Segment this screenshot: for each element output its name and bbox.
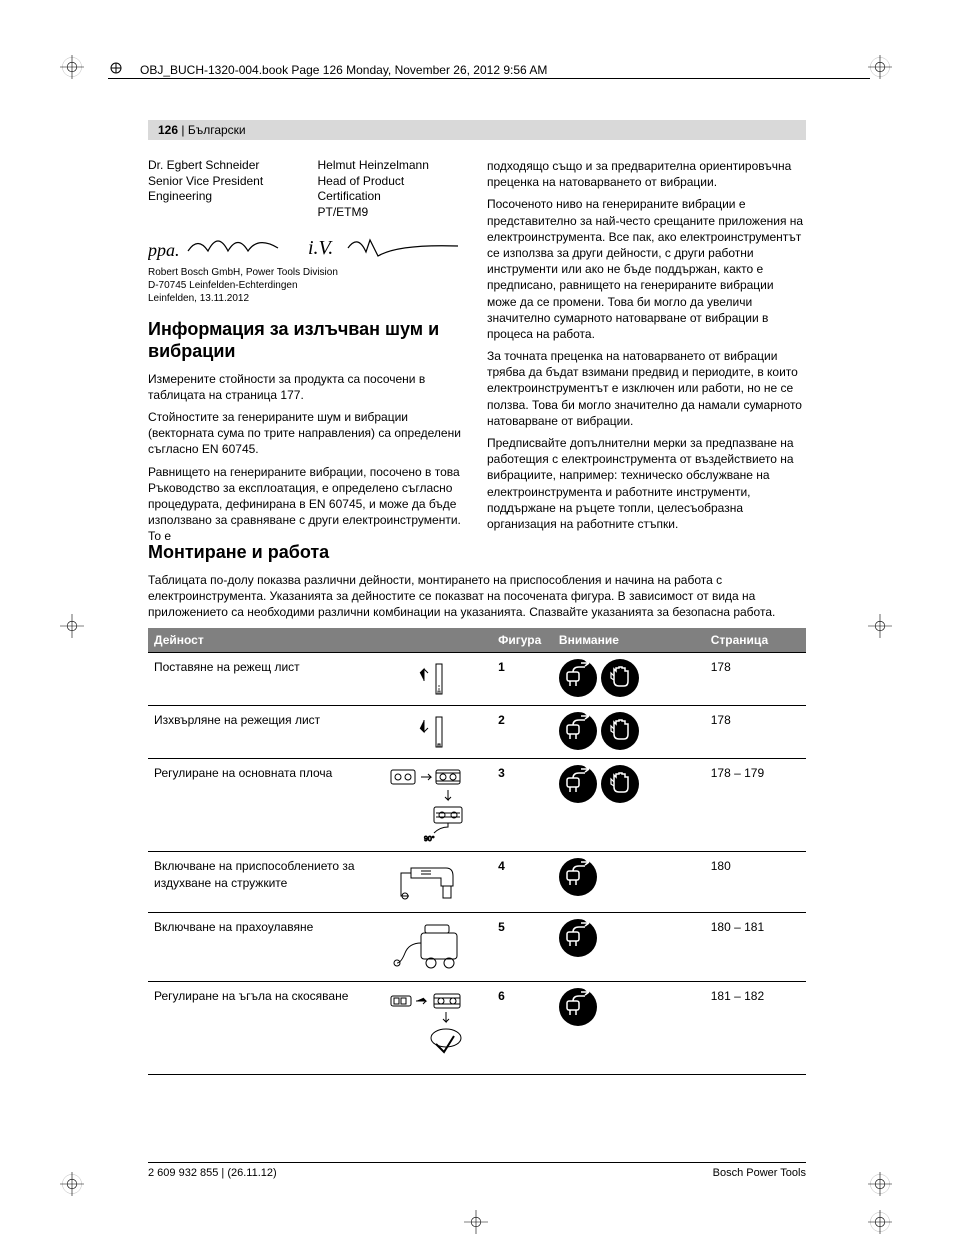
crop-mark-tr <box>868 55 892 79</box>
activities-table: Дейност Фигура Внимание Страница Поставя… <box>148 628 806 1075</box>
company-line3: Leinfelden, 13.11.2012 <box>148 292 467 305</box>
crop-mark-mr <box>868 614 892 638</box>
company-line1: Robert Bosch GmbH, Power Tools Division <box>148 266 467 279</box>
page-corner-icon <box>108 60 134 76</box>
th-activity: Дейност <box>148 628 492 653</box>
unplug-icon <box>559 765 597 803</box>
rcol-p2: Посоченото ниво на генерираните вибрации… <box>487 196 806 342</box>
section2-intro: Таблицата по-долу показва различни дейно… <box>148 572 806 621</box>
page-header-bar: 126 | Български <box>148 120 806 140</box>
figure-cell: 3 <box>492 759 553 852</box>
page-footer: 2 609 932 855 | (26.11.12) Bosch Power T… <box>148 1162 806 1179</box>
attention-cell <box>553 706 705 759</box>
sig-left-name: Dr. Egbert Schneider <box>148 158 298 174</box>
svg-text:90°: 90° <box>424 835 435 843</box>
activity-illustration <box>376 919 486 975</box>
crop-mark-tl <box>60 55 84 79</box>
activity-text: Поставяне на режещ лист <box>154 659 370 675</box>
signatory-right: Helmut Heinzelmann Head of Product Certi… <box>318 158 468 220</box>
page-cell: 180 – 181 <box>705 913 806 982</box>
table-row: Включване на приспособлението за издухва… <box>148 852 806 913</box>
attention-cell <box>553 982 705 1075</box>
document-header: OBJ_BUCH-1320-004.book Page 126 Monday, … <box>140 63 547 77</box>
sig-right-name: Helmut Heinzelmann <box>318 158 468 174</box>
activity-text: Регулиране на основната плоча <box>154 765 370 781</box>
section1-p1: Измерените стойности за продукта са посо… <box>148 371 467 403</box>
section1-p2: Стойностите за генерираните шум и вибрац… <box>148 409 467 458</box>
mounting-section: Монтиране и работа Таблицата по-долу пок… <box>148 534 806 1075</box>
page-separator: | <box>178 123 188 137</box>
unplug-icon <box>559 988 597 1026</box>
signatures-image: ppa. i.V. <box>148 226 467 266</box>
table-row: Изхвърляне на режещия лист 2 178 <box>148 706 806 759</box>
attention-cell <box>553 653 705 706</box>
glove-icon <box>601 712 639 750</box>
sig-right-title2: PT/ETM9 <box>318 205 468 221</box>
table-row: Регулиране на основната плоча 90° 3 178 – 1… <box>148 759 806 852</box>
unplug-icon <box>559 919 597 957</box>
content-columns: Dr. Egbert Schneider Senior Vice Preside… <box>148 158 806 550</box>
activity-text: Включване на приспособлението за издухва… <box>154 858 370 890</box>
company-info: Robert Bosch GmbH, Power Tools Division … <box>148 266 467 305</box>
page-number: 126 <box>158 123 178 137</box>
unplug-icon <box>559 712 597 750</box>
rcol-p4: Предписвайте допълнителни мерки за предп… <box>487 435 806 532</box>
th-figure: Фигура <box>492 628 553 653</box>
footer-right: Bosch Power Tools <box>713 1167 806 1179</box>
attention-cell <box>553 759 705 852</box>
crop-mark-brc <box>868 1210 892 1234</box>
glove-icon <box>601 659 639 697</box>
rcol-p1: подходящо също и за предварителна ориент… <box>487 158 806 190</box>
page-cell: 178 – 179 <box>705 759 806 852</box>
page-cell: 178 <box>705 706 806 759</box>
page-cell: 180 <box>705 852 806 913</box>
th-page: Страница <box>705 628 806 653</box>
section1-title: Информация за излъчван шум и вибрации <box>148 319 467 362</box>
footer-left: 2 609 932 855 | (26.11.12) <box>148 1167 277 1179</box>
table-row: Поставяне на режещ лист 1 178 <box>148 653 806 706</box>
company-line2: D-70745 Leinfelden-Echterdingen <box>148 279 467 292</box>
crop-mark-bc <box>464 1210 488 1234</box>
rcol-p3: За точната преценка на натоварването от … <box>487 348 806 429</box>
figure-cell: 4 <box>492 852 553 913</box>
crop-mark-bl <box>60 1172 84 1196</box>
page-cell: 178 <box>705 653 806 706</box>
th-attention: Внимание <box>553 628 705 653</box>
svg-text:ppa.: ppa. <box>148 240 180 260</box>
activity-illustration <box>376 659 486 699</box>
figure-cell: 5 <box>492 913 553 982</box>
activity-illustration <box>376 858 486 906</box>
glove-icon <box>601 765 639 803</box>
sig-left-title1: Senior Vice President <box>148 174 298 190</box>
activity-text: Включване на прахоулавяне <box>154 919 370 935</box>
page-cell: 181 – 182 <box>705 982 806 1075</box>
left-column: Dr. Egbert Schneider Senior Vice Preside… <box>148 158 467 550</box>
unplug-icon <box>559 858 597 896</box>
section2-title: Монтиране и работа <box>148 542 806 564</box>
section1-p3: Равнището на генерираните вибрации, посо… <box>148 464 467 545</box>
activity-illustration <box>376 712 486 752</box>
unplug-icon <box>559 659 597 697</box>
attention-cell <box>553 852 705 913</box>
activity-text: Регулиране на ъгъла на скосяване <box>154 988 370 1004</box>
activity-illustration <box>376 988 486 1068</box>
header-rule <box>108 78 870 79</box>
activity-text: Изхвърляне на режещия лист <box>154 712 370 728</box>
activity-illustration: 90° <box>376 765 486 845</box>
page-language: Български <box>188 123 246 137</box>
table-row: Включване на прахоулавяне 5 180 – 181 <box>148 913 806 982</box>
figure-cell: 6 <box>492 982 553 1075</box>
signatory-left: Dr. Egbert Schneider Senior Vice Preside… <box>148 158 298 220</box>
attention-cell <box>553 913 705 982</box>
table-row: Регулиране на ъгъла на скосяване 6 181 – 1… <box>148 982 806 1075</box>
figure-cell: 1 <box>492 653 553 706</box>
crop-mark-ml <box>60 614 84 638</box>
signatory-block: Dr. Egbert Schneider Senior Vice Preside… <box>148 158 467 220</box>
figure-cell: 2 <box>492 706 553 759</box>
sig-left-title2: Engineering <box>148 189 298 205</box>
crop-mark-br <box>868 1172 892 1196</box>
right-column: подходящо също и за предварителна ориент… <box>487 158 806 550</box>
sig-right-title1: Head of Product Certification <box>318 174 468 205</box>
svg-text:i.V.: i.V. <box>308 237 334 259</box>
